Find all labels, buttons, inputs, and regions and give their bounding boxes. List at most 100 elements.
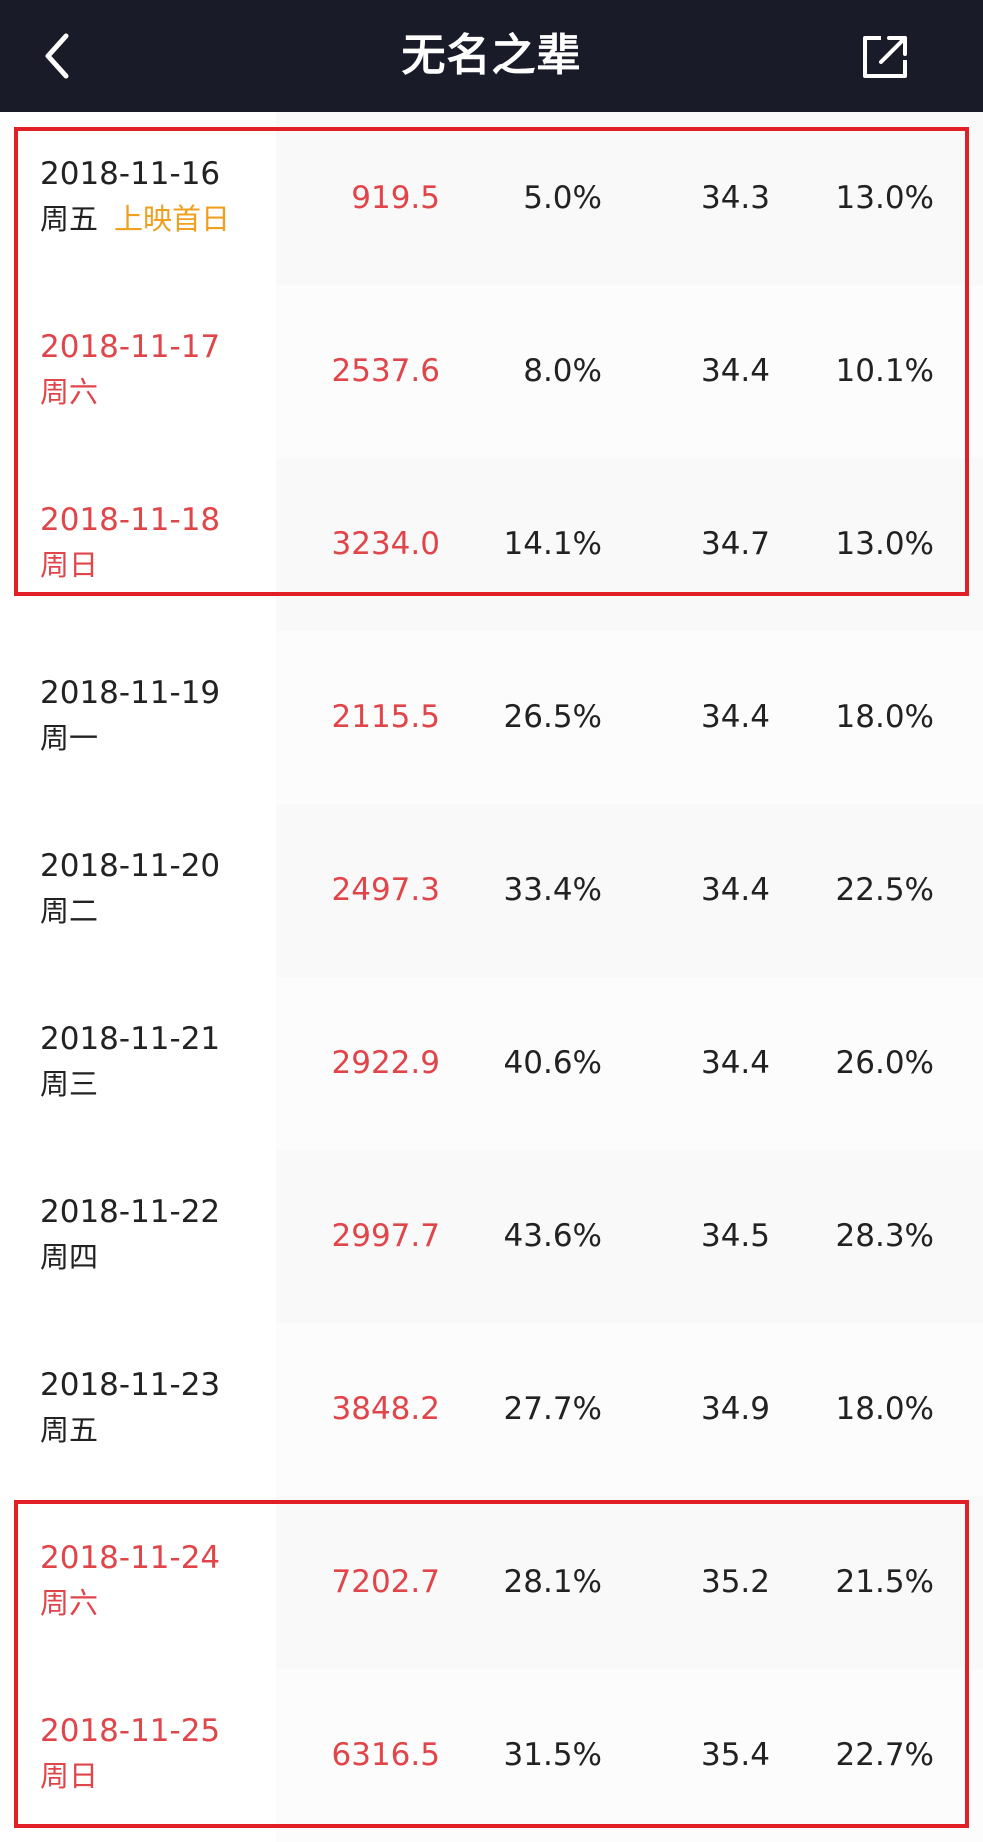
rate-value: 28.3% [835,1218,934,1254]
avg-price-value: 35.2 [700,1564,770,1600]
row-date: 2018-11-23 [40,1367,221,1403]
box-office-value: 3234.0 [331,526,440,562]
share-icon [863,36,907,78]
row-date: 2018-11-25 [40,1713,221,1749]
date-cell [0,1496,276,1669]
row-weekday: 周日 [40,1759,99,1793]
date-cell [0,458,276,631]
avg-price-value: 34.4 [700,353,770,389]
box-office-value: 2497.3 [331,872,440,908]
date-cell [0,1323,276,1496]
rate-value: 22.7% [835,1737,934,1773]
box-office-value: 2922.9 [331,1045,440,1081]
row-date: 2018-11-24 [40,1540,221,1576]
table-row[interactable]: 2018-11-19 周一 2115.5 26.5% 34.4 18.0% [0,631,983,804]
rate-value: 18.0% [835,1391,934,1427]
table-row[interactable]: 2018-11-17 周六 2537.6 8.0% 34.4 10.1% [0,285,983,458]
avg-price-value: 34.9 [700,1391,770,1427]
box-office-value: 2537.6 [331,353,440,389]
avg-price-value: 34.4 [700,699,770,735]
avg-price-value: 34.3 [700,180,770,216]
values-cell [276,1669,983,1842]
row-weekday: 周三 [40,1067,99,1101]
row-weekday: 周一 [40,721,99,755]
row-date: 2018-11-16 [40,156,221,192]
avg-price-value: 34.4 [700,872,770,908]
table-row[interactable]: 2018-11-24 周六 7202.7 28.1% 35.2 21.5% [0,1496,983,1669]
chevron-left-icon [45,33,69,79]
date-cell [0,1150,276,1323]
date-cell [0,112,276,285]
box-office-table: 2018-11-16 周五 上映首日 919.5 5.0% 34.3 13.0% 2018-1… [0,112,983,1842]
table-row[interactable]: 2018-11-20 周二 2497.3 33.4% 34.4 22.5% [0,804,983,977]
rate-value: 13.0% [835,526,934,562]
row-date: 2018-11-22 [40,1194,221,1230]
share-value: 43.6% [503,1218,602,1254]
table-row[interactable]: 2018-11-25 周日 6316.5 31.5% 35.4 22.7% [0,1669,983,1842]
values-cell [276,1323,983,1496]
box-office-value: 3848.2 [331,1391,440,1427]
values-cell [276,1496,983,1669]
rate-value: 26.0% [835,1045,934,1081]
table-row[interactable]: 2018-11-18 周日 3234.0 14.1% 34.7 13.0% [0,458,983,631]
date-cell [0,804,276,977]
box-office-value: 7202.7 [331,1564,440,1600]
highlight-box-first-weekend [14,127,969,596]
date-cell [0,1669,276,1842]
row-weekday: 周六 [40,1586,99,1620]
box-office-value: 6316.5 [331,1737,440,1773]
values-cell [276,1150,983,1323]
rate-value: 10.1% [835,353,934,389]
back-button[interactable] [30,26,90,86]
date-cell [0,285,276,458]
row-date: 2018-11-17 [40,329,221,365]
box-office-value: 2115.5 [331,699,440,735]
share-value: 40.6% [503,1045,602,1081]
box-office-value: 919.5 [351,180,440,216]
row-weekday: 周六 [40,375,99,409]
row-weekday: 周二 [40,894,99,928]
rate-value: 13.0% [835,180,934,216]
avg-price-value: 34.5 [700,1218,770,1254]
values-cell [276,458,983,631]
row-weekday: 周日 [40,548,99,582]
share-value: 26.5% [503,699,602,735]
share-value: 27.7% [503,1391,602,1427]
row-weekday: 周五 [40,202,99,236]
share-value: 33.4% [503,872,602,908]
page-title: 无名之辈 [401,30,582,81]
row-weekday: 周五 [40,1413,99,1447]
share-value: 31.5% [503,1737,602,1773]
box-office-value: 2997.7 [331,1218,440,1254]
avg-price-value: 35.4 [700,1737,770,1773]
row-weekday: 周四 [40,1240,99,1274]
row-date: 2018-11-21 [40,1021,221,1057]
highlight-box-second-weekend [14,1500,969,1828]
share-value: 28.1% [503,1564,602,1600]
rate-value: 22.5% [835,872,934,908]
date-cell [0,631,276,804]
navbar: 无名之辈 [0,0,983,112]
table-row[interactable]: 2018-11-21 周三 2922.9 40.6% 34.4 26.0% [0,977,983,1150]
row-date: 2018-11-18 [40,502,221,538]
avg-price-value: 34.7 [700,526,770,562]
values-cell [276,804,983,977]
rate-value: 18.0% [835,699,934,735]
share-value: 5.0% [523,180,602,216]
table-row[interactable]: 2018-11-16 周五 上映首日 919.5 5.0% 34.3 13.0% [0,112,983,285]
release-tag: 上映首日 [114,202,231,236]
values-cell [276,285,983,458]
table-row[interactable]: 2018-11-22 周四 2997.7 43.6% 34.5 28.3% [0,1150,983,1323]
share-value: 14.1% [503,526,602,562]
values-cell [276,977,983,1150]
row-date: 2018-11-20 [40,848,221,884]
share-button[interactable] [859,30,913,84]
avg-price-value: 34.4 [700,1045,770,1081]
values-cell [276,631,983,804]
table-row[interactable]: 2018-11-23 周五 3848.2 27.7% 34.9 18.0% [0,1323,983,1496]
row-date: 2018-11-19 [40,675,221,711]
rate-value: 21.5% [835,1564,934,1600]
values-cell [276,112,983,285]
date-cell [0,977,276,1150]
share-value: 8.0% [523,353,602,389]
